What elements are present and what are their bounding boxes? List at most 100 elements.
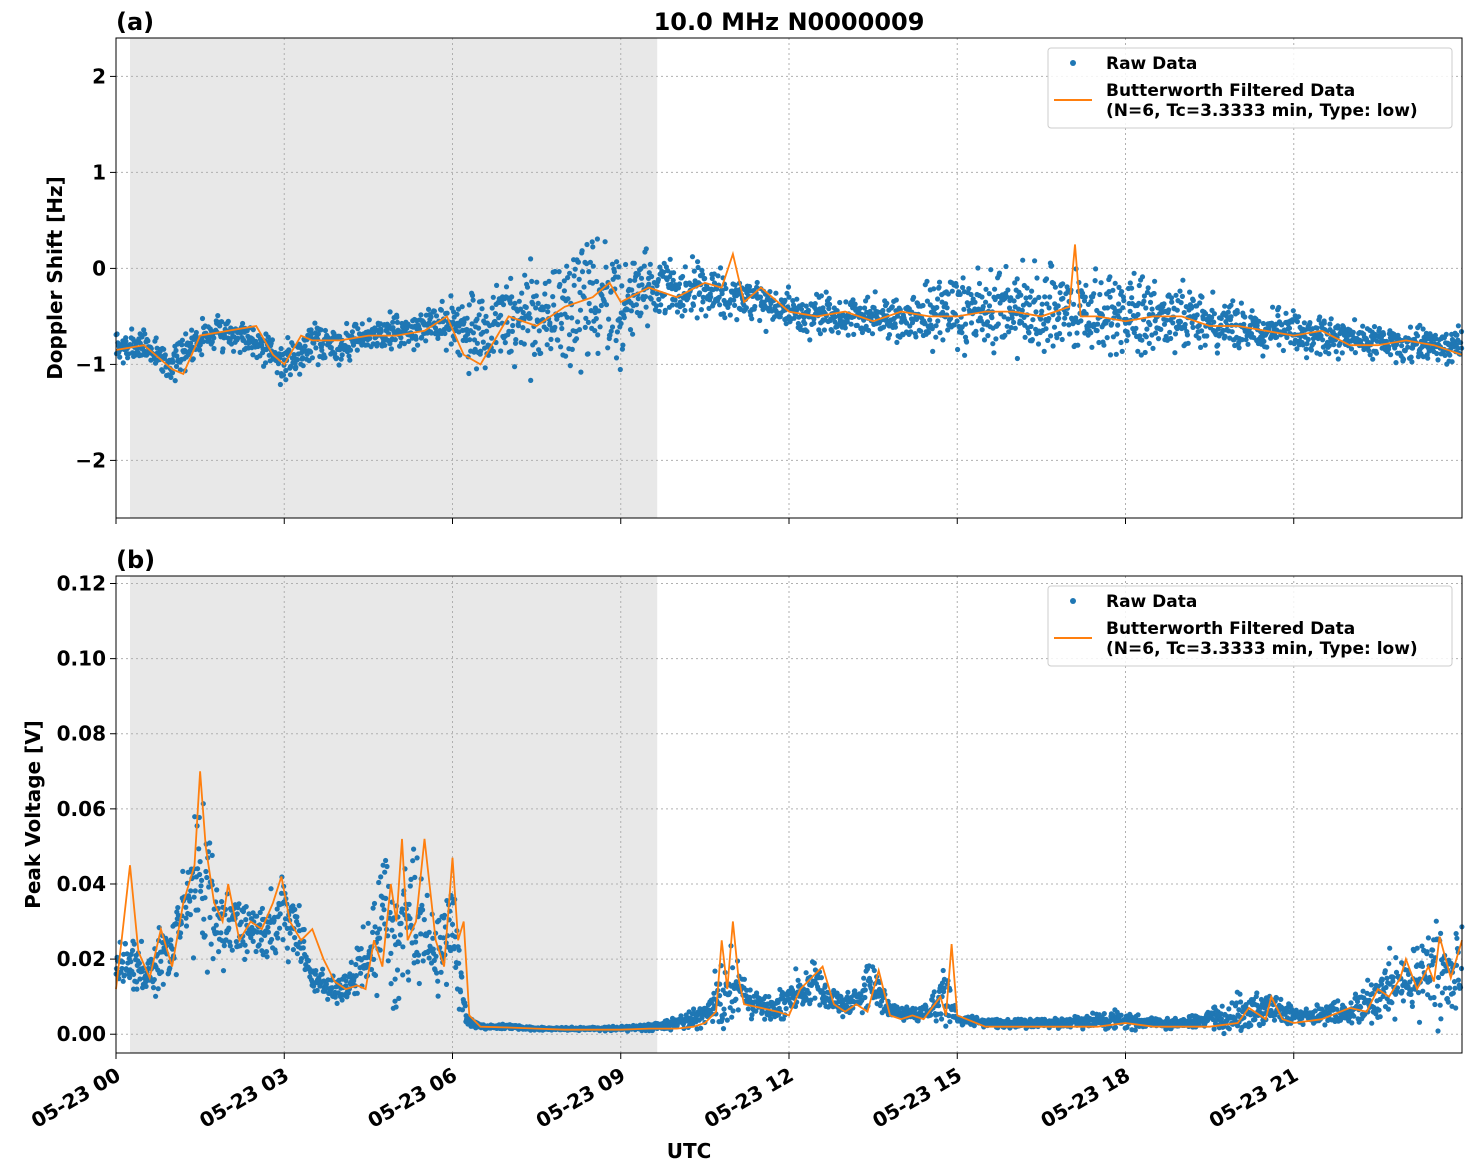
- raw-point: [1019, 307, 1025, 313]
- raw-point: [691, 1006, 697, 1012]
- raw-point: [996, 270, 1003, 276]
- raw-point: [469, 321, 475, 327]
- raw-point: [1150, 345, 1156, 351]
- raw-point: [695, 264, 701, 271]
- raw-point: [414, 855, 420, 861]
- raw-point: [719, 1015, 726, 1022]
- raw-point: [196, 846, 202, 852]
- raw-point: [845, 332, 851, 338]
- raw-point: [175, 905, 181, 911]
- raw-point: [729, 1014, 735, 1020]
- raw-point: [535, 300, 541, 306]
- raw-point: [1172, 331, 1179, 337]
- raw-point: [889, 304, 895, 310]
- raw-point: [966, 286, 972, 292]
- raw-point: [1221, 1030, 1227, 1037]
- raw-point: [418, 312, 424, 318]
- raw-point: [1197, 300, 1203, 306]
- raw-point: [558, 312, 564, 318]
- raw-point: [649, 273, 655, 280]
- raw-point: [1120, 305, 1126, 311]
- raw-point: [557, 281, 563, 288]
- raw-point: [933, 323, 939, 329]
- legend-a: Raw Data Butterworth Filtered Data (N=6,…: [1047, 47, 1453, 129]
- raw-point: [1328, 316, 1334, 322]
- raw-point: [188, 340, 194, 346]
- raw-point: [160, 981, 166, 987]
- raw-point: [262, 932, 268, 939]
- raw-point: [1226, 1006, 1232, 1012]
- raw-point: [396, 995, 402, 1002]
- raw-point: [1222, 333, 1228, 339]
- raw-point: [185, 869, 191, 875]
- raw-point: [449, 921, 456, 928]
- raw-point: [586, 269, 592, 275]
- raw-point: [1275, 313, 1281, 319]
- raw-point: [936, 279, 943, 285]
- raw-point: [454, 311, 460, 317]
- raw-point: [1199, 294, 1205, 300]
- raw-point: [1373, 350, 1380, 356]
- raw-point: [398, 335, 404, 341]
- raw-point: [374, 930, 380, 936]
- raw-point: [586, 300, 592, 307]
- raw-point: [443, 981, 450, 988]
- raw-point: [840, 1014, 846, 1020]
- raw-point: [786, 294, 792, 300]
- raw-point: [1066, 322, 1072, 328]
- raw-point: [710, 1018, 716, 1024]
- raw-point: [1083, 311, 1089, 317]
- raw-point: [594, 278, 600, 285]
- raw-point: [676, 281, 683, 287]
- raw-point: [495, 322, 501, 328]
- raw-point: [1056, 310, 1062, 316]
- raw-point: [1317, 314, 1323, 320]
- raw-point: [137, 976, 143, 982]
- raw-point: [969, 1013, 975, 1019]
- raw-point: [754, 284, 760, 290]
- raw-point: [1133, 325, 1139, 331]
- raw-point: [419, 334, 425, 340]
- raw-point: [370, 929, 376, 936]
- raw-point: [158, 958, 164, 964]
- raw-point: [968, 320, 975, 326]
- raw-point: [123, 338, 129, 344]
- raw-point: [802, 321, 808, 327]
- raw-point: [385, 958, 391, 964]
- raw-point: [1321, 320, 1327, 326]
- raw-point: [858, 992, 864, 998]
- raw-point: [413, 336, 419, 342]
- raw-point: [1400, 356, 1407, 363]
- raw-point: [1360, 323, 1366, 329]
- raw-point: [630, 331, 636, 337]
- raw-point: [155, 986, 161, 992]
- raw-point: [457, 989, 464, 995]
- raw-point: [1303, 346, 1309, 352]
- raw-point: [325, 334, 331, 340]
- raw-point: [749, 316, 755, 322]
- raw-point: [1094, 328, 1100, 334]
- raw-point: [1166, 307, 1172, 313]
- raw-point: [167, 965, 173, 971]
- raw-point: [292, 935, 298, 941]
- raw-point: [721, 1011, 728, 1017]
- raw-point: [199, 877, 205, 884]
- raw-point: [122, 972, 128, 978]
- raw-point: [1270, 304, 1276, 310]
- raw-point: [653, 303, 660, 309]
- raw-point: [795, 977, 801, 983]
- raw-point: [1034, 275, 1040, 281]
- raw-point: [715, 273, 721, 279]
- raw-point: [1118, 339, 1124, 346]
- raw-point: [1163, 333, 1169, 339]
- raw-point: [555, 337, 561, 343]
- raw-point: [178, 930, 184, 936]
- raw-point: [128, 959, 134, 965]
- raw-point: [579, 269, 586, 275]
- raw-point: [345, 990, 351, 996]
- raw-point: [545, 309, 551, 315]
- raw-point: [657, 264, 663, 270]
- raw-point: [976, 280, 983, 287]
- raw-point: [1067, 331, 1073, 337]
- raw-point: [368, 966, 375, 973]
